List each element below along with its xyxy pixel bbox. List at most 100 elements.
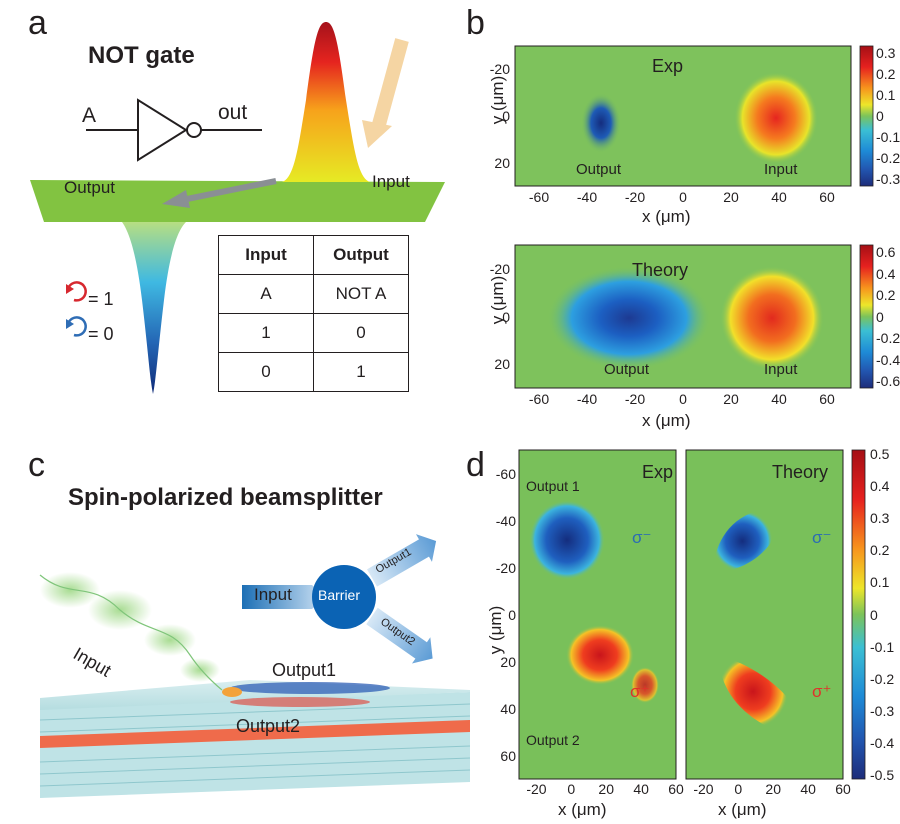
beamsplitter-diagram [39, 534, 470, 798]
active-layer [40, 720, 470, 748]
d-theory-title: Theory [772, 462, 829, 482]
legend-zero: = 0 [88, 324, 114, 344]
colorbar-tick-label: 0.1 [870, 574, 890, 591]
barrier-schematic [242, 534, 437, 664]
y-tick-label: 0 [502, 308, 510, 325]
not-gate-title: NOT gate [88, 42, 195, 69]
x-tick-label: -20 [526, 781, 547, 797]
d-exp-sigma-plus: σ⁺ [630, 682, 650, 701]
colorbar-tick-label: 0.2 [870, 542, 890, 559]
potential-plane [30, 180, 445, 222]
truth-table: Input Output A NOT A 1 0 0 1 [218, 235, 409, 392]
d-exp-title: Exp [642, 462, 674, 482]
colorbar-tick-label: 0.6 [876, 244, 896, 260]
b-exp-xlabel: x (μm) [642, 207, 691, 226]
legend-one: = 1 [88, 289, 114, 309]
barrier-spot [222, 687, 242, 697]
b-theory-input: Input [764, 361, 798, 378]
peak-shape [282, 22, 370, 182]
table-cell: 1 [218, 313, 314, 353]
colorbar-tick-label: 0.3 [870, 510, 890, 527]
dip-shape [122, 222, 186, 394]
colorbar-tick-label: -0.4 [876, 351, 900, 368]
plane-output-label: Output [64, 178, 116, 197]
colorbar-tick-label: 0.4 [870, 478, 890, 495]
table-cell: NOT A [313, 274, 409, 314]
y-tick-label: -40 [495, 512, 516, 529]
circular-polarization-icons [66, 281, 87, 337]
colorbar-tick-label: -0.2 [876, 150, 900, 166]
y-tick-label: -20 [489, 260, 510, 277]
y-tick-label: -60 [495, 465, 516, 482]
x-tick-label: -20 [624, 189, 646, 205]
table-cell: A [218, 274, 314, 314]
y-tick-label: 20 [500, 653, 516, 670]
table-row: A NOT A [218, 274, 409, 314]
x-tick-label: 20 [598, 781, 614, 797]
y-tick-label: 40 [500, 700, 516, 717]
panel-d-heatmaps [518, 449, 866, 780]
colorbar-tick-label: -0.3 [876, 171, 900, 187]
x-tick-label: 40 [771, 391, 787, 407]
x-tick-label: 40 [633, 781, 649, 797]
colorbar-d [851, 449, 866, 780]
x-tick-label: -60 [528, 189, 550, 205]
x-tick-label: 0 [679, 189, 687, 205]
x-tick-label: 0 [734, 781, 743, 797]
panel-letter-a: a [28, 4, 47, 42]
beamsplitter-title: Spin-polarized beamsplitter [68, 484, 383, 511]
colorbar-tick-label: -0.1 [876, 129, 900, 145]
colorbar-tick-label: 0.3 [876, 45, 896, 61]
x-tick-label: -60 [528, 391, 550, 407]
d-exp-sigma-minus: σ⁻ [632, 528, 652, 547]
not-gate-symbol [86, 98, 262, 162]
x-tick-label: 20 [723, 189, 739, 205]
gate-input-label: A [82, 104, 97, 127]
table-header-input: Input [218, 235, 314, 275]
x-tick-label: -20 [624, 391, 646, 407]
colorbar-tick-label: 0.2 [876, 66, 896, 82]
barrier-label: Barrier [318, 587, 361, 603]
propagation-arrow [162, 178, 277, 208]
b-theory-title: Theory [632, 260, 689, 280]
colorbar-tick-label: -0.5 [870, 767, 895, 783]
b-theory-xlabel: x (μm) [642, 411, 691, 430]
x-tick-label: -20 [693, 781, 714, 797]
d-output1-label: Output 1 [526, 478, 580, 494]
colorbar-tick-label: 0.4 [876, 265, 896, 282]
colorbar-tick-label: 0 [876, 108, 884, 124]
slab-layers [39, 703, 470, 787]
beam-output1-label: Output1 [272, 660, 337, 680]
pump-arrow [362, 38, 409, 148]
x-tick-label: 20 [765, 781, 781, 797]
x-tick-label: -40 [576, 391, 598, 407]
table-cell: 0 [218, 352, 314, 392]
panel-letter-b: b [466, 4, 485, 42]
table-row: 1 0 [218, 313, 409, 353]
colorbar-tick-label: -0.2 [870, 670, 895, 687]
colorbar-tick-label: 0.1 [876, 87, 896, 103]
colorbar-tick-label: 0.2 [876, 287, 896, 303]
y-tick-label: 20 [494, 356, 510, 373]
colorbar-b-top [859, 45, 874, 187]
not-gate-diagram [30, 22, 445, 394]
x-tick-label: 60 [819, 391, 835, 407]
b-exp-input: Input [764, 161, 798, 178]
schematic-input-label: Input [254, 585, 292, 604]
gate-output-label: out [218, 101, 248, 124]
table-cell: 0 [313, 313, 409, 353]
d-theory-sigma-plus: σ⁺ [812, 682, 832, 701]
table-cell: 1 [313, 352, 409, 392]
colorbar-tick-label: 0 [870, 606, 878, 623]
x-tick-label: -40 [576, 189, 598, 205]
heatmap-theory-b [514, 244, 852, 389]
colorbar-tick-label: 0.5 [870, 446, 890, 462]
y-tick-label: -20 [489, 61, 510, 78]
colorbar-tick-label: -0.6 [876, 373, 900, 389]
beam-output2-label: Output2 [236, 716, 301, 736]
d-output2-label: Output 2 [526, 732, 580, 748]
y-tick-label: 0 [508, 606, 516, 623]
panel-b-heatmaps [514, 45, 874, 389]
colorbar-b-bottom [859, 244, 874, 389]
d-theory-xlabel: x (μm) [718, 800, 767, 819]
